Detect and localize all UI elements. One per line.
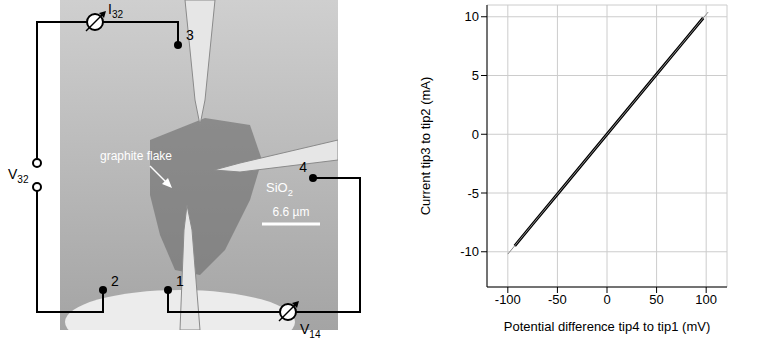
svg-text:10: 10: [465, 9, 479, 24]
svg-text:5: 5: [472, 68, 479, 83]
svg-text:Current tip3 to tip2 (mA): Current tip3 to tip2 (mA): [418, 77, 433, 216]
svg-text:-50: -50: [548, 292, 567, 307]
svg-text:6.6 µm: 6.6 µm: [273, 205, 310, 219]
svg-text:-10: -10: [460, 244, 479, 259]
svg-text:100: 100: [695, 292, 717, 307]
svg-text:0: 0: [472, 127, 479, 142]
svg-text:V32: V32: [8, 166, 29, 185]
svg-text:4: 4: [299, 159, 307, 175]
svg-text:graphite flake: graphite flake: [100, 149, 172, 163]
svg-text:50: 50: [649, 292, 663, 307]
svg-text:2: 2: [111, 273, 119, 289]
svg-text:V14: V14: [300, 321, 321, 340]
svg-text:-5: -5: [467, 186, 479, 201]
svg-text:-100: -100: [495, 292, 521, 307]
svg-text:0: 0: [603, 292, 610, 307]
svg-text:3: 3: [186, 27, 194, 43]
svg-text:SiO2: SiO2: [266, 180, 293, 198]
svg-text:1: 1: [176, 273, 184, 289]
svg-text:Potential difference tip4 to t: Potential difference tip4 to tip1 (mV): [504, 319, 710, 334]
svg-text:I32: I32: [108, 1, 123, 20]
